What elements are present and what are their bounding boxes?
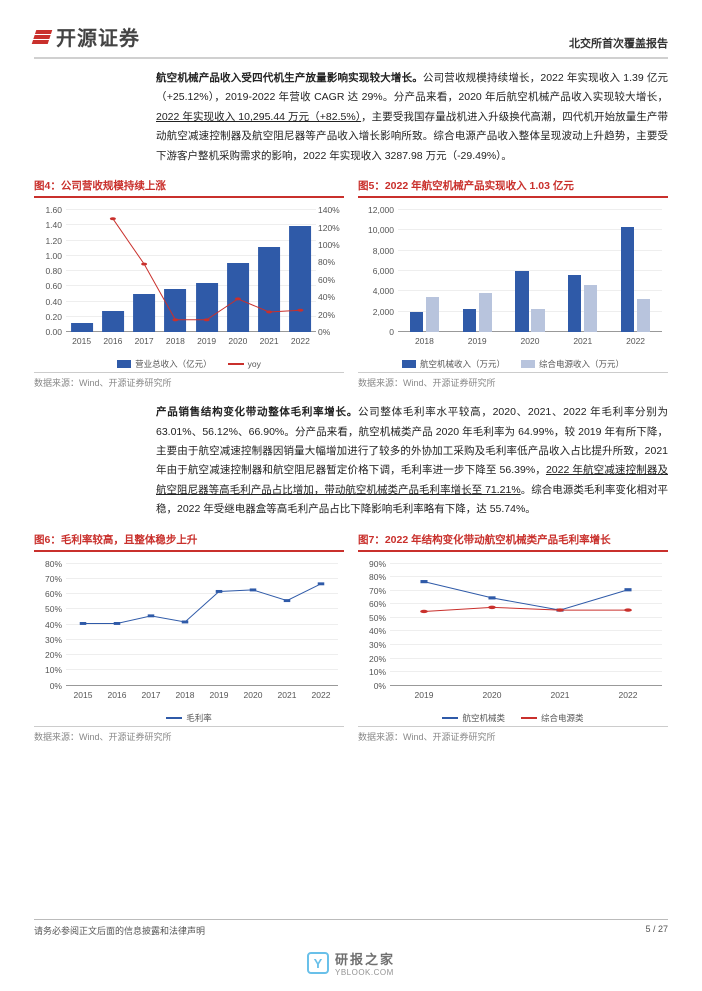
chart5-plot: 2018201920202021202202,0004,0006,0008,00… <box>358 202 668 372</box>
chart7-source: 数据来源：Wind、开源证券研究所 <box>358 726 668 743</box>
para2-bold: 产品销售结构变化带动整体毛利率增长。 <box>156 406 358 418</box>
paragraph-2: 产品销售结构变化带动整体毛利率增长。公司整体毛利率水平较高，2020、2021、… <box>156 403 668 520</box>
chart4: 图4：公司营收规模持续上涨 20152016201720182019202020… <box>34 178 344 389</box>
watermark-text: 研报之家 YBLOOK.COM <box>335 949 395 977</box>
chart5-source: 数据来源：Wind、开源证券研究所 <box>358 372 668 389</box>
chart6: 图6：毛利率较高，且整体稳步上升 20152016201720182019202… <box>34 532 344 743</box>
paragraph-1: 航空机械产品收入受四代机生产放量影响实现较大增长。公司营收规模持续增长，2022… <box>156 69 668 166</box>
watermark-icon: Y <box>307 952 329 974</box>
chart4-title: 图4：公司营收规模持续上涨 <box>34 178 344 198</box>
page-number: 5 / 27 <box>645 924 668 937</box>
page-header: 开源证券 北交所首次覆盖报告 <box>34 22 668 59</box>
chart4-source: 数据来源：Wind、开源证券研究所 <box>34 372 344 389</box>
logo: 开源证券 <box>34 22 140 51</box>
chart7-plot: 20192020202120220%10%20%30%40%50%60%70%8… <box>358 556 668 726</box>
chart4-plot: 201520162017201820192020202120220.000.20… <box>34 202 344 372</box>
para1-underline: 2022 年实现收入 10,295.44 万元（+82.5%） <box>156 111 361 123</box>
chart6-plot: 201520162017201820192020202120220%10%20%… <box>34 556 344 726</box>
chart5: 图5：2022 年航空机械产品实现收入 1.03 亿元 201820192020… <box>358 178 668 389</box>
logo-text: 开源证券 <box>56 22 140 51</box>
logo-icon <box>32 30 53 44</box>
charts-row-2: 图6：毛利率较高，且整体稳步上升 20152016201720182019202… <box>34 532 668 743</box>
report-type: 北交所首次覆盖报告 <box>569 35 668 51</box>
charts-row-1: 图4：公司营收规模持续上涨 20152016201720182019202020… <box>34 178 668 389</box>
chart7: 图7：2022 年结构变化带动航空机械类产品毛利率增长 201920202021… <box>358 532 668 743</box>
page-footer: 请务必参阅正文后面的信息披露和法律声明 5 / 27 <box>34 919 668 937</box>
chart7-title: 图7：2022 年结构变化带动航空机械类产品毛利率增长 <box>358 532 668 552</box>
chart6-source: 数据来源：Wind、开源证券研究所 <box>34 726 344 743</box>
chart5-title: 图5：2022 年航空机械产品实现收入 1.03 亿元 <box>358 178 668 198</box>
watermark: Y 研报之家 YBLOOK.COM <box>307 949 395 977</box>
para1-bold: 航空机械产品收入受四代机生产放量影响实现较大增长。 <box>156 72 423 84</box>
chart6-title: 图6：毛利率较高，且整体稳步上升 <box>34 532 344 552</box>
footer-disclaimer: 请务必参阅正文后面的信息披露和法律声明 <box>34 924 205 937</box>
